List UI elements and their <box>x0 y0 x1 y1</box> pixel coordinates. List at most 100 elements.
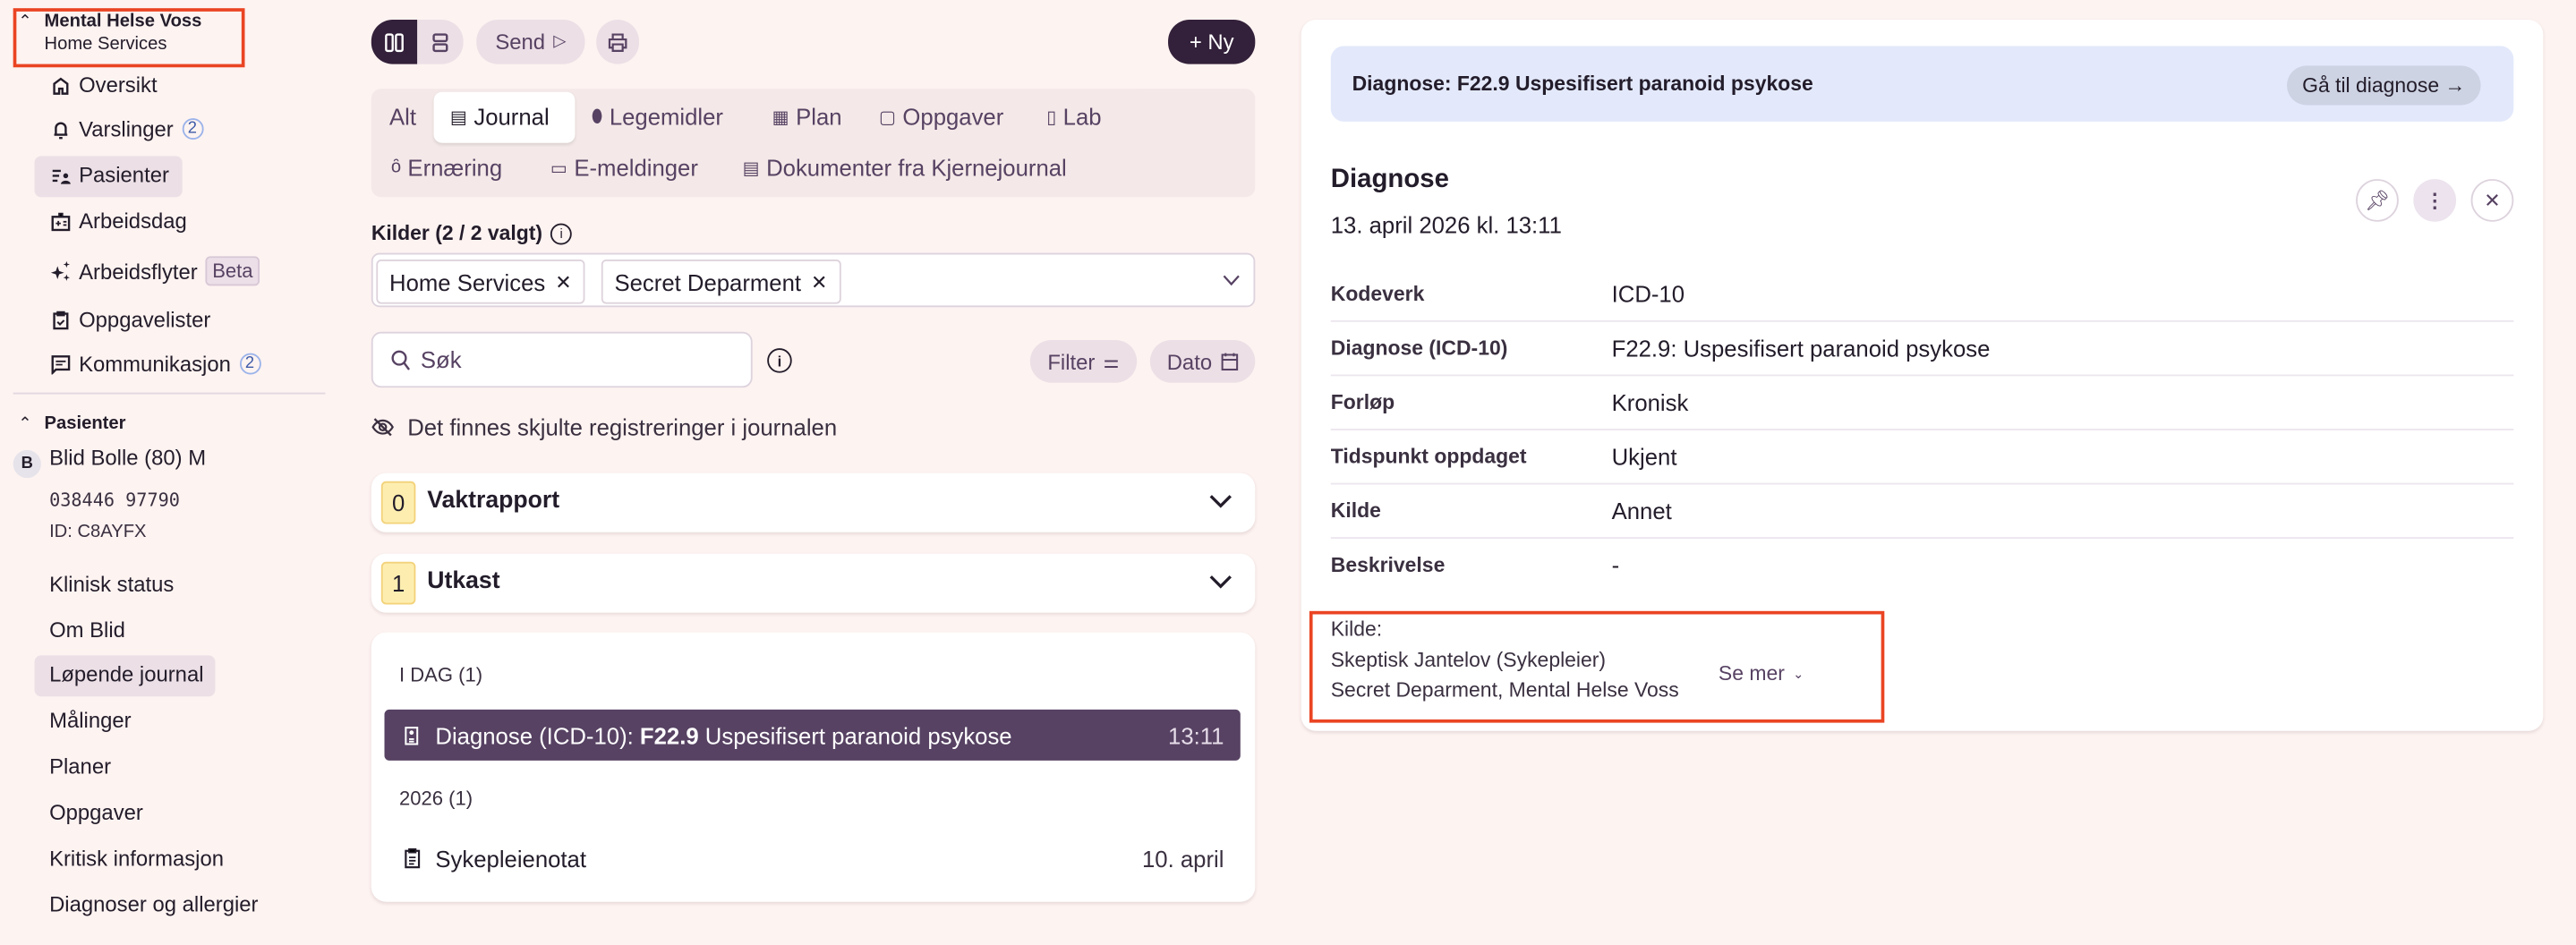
field-value: Annet <box>1611 498 1672 524</box>
journal-entry[interactable]: Sykepleienotat 10. april <box>385 834 1241 885</box>
source-org: Secret Deparment, Mental Helse Voss <box>1330 678 1679 702</box>
divider <box>1330 482 2514 485</box>
pin-button[interactable]: 📌︎ <box>2356 179 2399 222</box>
hidden-entries-notice: Det finnes skjulte registreringer i jour… <box>371 414 837 440</box>
chevron-down-icon: ⌄ <box>1793 666 1804 681</box>
count-badge: 1 <box>380 561 416 605</box>
send-icon: ▷ <box>553 32 567 51</box>
search-placeholder: Søk <box>420 346 462 373</box>
sources-multiselect[interactable]: Home Services ✕ Secret Deparment ✕ <box>371 252 1256 308</box>
date-button[interactable]: Dato <box>1149 339 1256 383</box>
patient-nav-item[interactable]: Målinger <box>49 708 132 733</box>
active-highlight <box>34 156 183 198</box>
document-icon: ▤ <box>742 158 760 179</box>
more-button[interactable]: ⋮ <box>2413 179 2457 222</box>
tab-label: Legemidler <box>609 103 723 131</box>
tab-ernæring[interactable]: ȏ Ernæring <box>391 155 502 181</box>
entry-rest: Uspesifisert paranoid psykose <box>698 722 1012 749</box>
patient-list-icon <box>52 168 71 183</box>
new-button[interactable]: + Ny <box>1168 20 1256 64</box>
search-icon <box>391 349 410 370</box>
sidebar-item-label: Varslinger <box>79 116 174 141</box>
divider <box>1330 374 2514 377</box>
see-more-label: Se mer <box>1718 661 1785 685</box>
divider <box>1330 319 2514 322</box>
chevron-down-icon[interactable] <box>1209 494 1233 509</box>
print-button[interactable] <box>596 20 640 64</box>
patients-header[interactable]: Pasienter <box>44 413 126 434</box>
patient-nav-item[interactable]: Om Blid <box>49 617 125 643</box>
tab-oppgaver[interactable]: ▢ Oppgaver <box>879 104 1003 130</box>
sidebar-item-kommunikasjon[interactable]: Kommunikasjon 2 <box>51 351 260 377</box>
field-label: Forløp <box>1330 390 1395 414</box>
tab-plan[interactable]: ▦ Plan <box>772 104 842 130</box>
patient-nav-item[interactable]: Klinisk status <box>49 571 175 597</box>
count-badge: 2 <box>239 353 260 375</box>
chip-label: Secret Deparment <box>614 268 802 295</box>
pill-icon: ⬮ <box>591 106 603 126</box>
entry-title: Sykepleienotat <box>435 846 586 873</box>
tab-dokumenter-fra-kjernejournal[interactable]: ▤ Dokumenter fra Kjernejournal <box>743 155 1067 181</box>
chevron-down-icon[interactable] <box>1223 273 1241 288</box>
see-more-button[interactable]: Se mer ⌄ <box>1719 662 1804 685</box>
go-to-diagnosis-button[interactable]: Gå til diagnose → <box>2287 65 2481 106</box>
split-view-button[interactable] <box>371 20 418 64</box>
sidebar-item-label: Arbeidsflyter <box>79 259 198 284</box>
entry-time: 13:11 <box>1168 722 1224 749</box>
divider <box>13 392 326 395</box>
sidebar-item-pasienter[interactable]: Pasienter <box>51 163 169 187</box>
sidebar-item-varslinger[interactable]: Varslinger 2 <box>51 116 203 141</box>
tab-lab[interactable]: ▯ Lab <box>1046 104 1101 130</box>
journal-entry-selected[interactable]: Diagnose (ICD-10): F22.9 Uspesifisert pa… <box>384 709 1241 761</box>
patient-nav-item[interactable]: Diagnoser og allergier <box>49 891 259 917</box>
source-author: Skeptisk Jantelov (Sykepleier) <box>1330 649 1607 672</box>
sidebar-item-arbeidsflyter[interactable]: Arbeidsflyter Beta <box>50 256 260 286</box>
clipboard-icon: ▤ <box>449 107 468 128</box>
active-tab-bg <box>433 91 576 143</box>
section-utkast[interactable]: 1 Utkast <box>371 553 1256 613</box>
org-title[interactable]: Mental Helse Voss <box>44 11 202 31</box>
patient-nav-item[interactable]: Planer <box>49 753 112 779</box>
sidebar-item-oversikt[interactable]: Oversikt <box>51 72 158 97</box>
notice-text: Det finnes skjulte registreringer i jour… <box>407 413 838 440</box>
beta-badge: Beta <box>205 256 260 286</box>
field-value: - <box>1611 551 1620 579</box>
section-vaktrapport[interactable]: 0 Vaktrapport <box>371 472 1256 532</box>
tab-e-meldinger[interactable]: ▭ E-meldinger <box>550 155 698 181</box>
patient-nav-item[interactable]: Kritisk informasjon <box>49 846 225 871</box>
date-label: Dato <box>1166 349 1213 374</box>
send-button[interactable]: Send ▷ <box>476 20 585 64</box>
avatar: B <box>13 449 41 479</box>
patient-nav-item[interactable]: Oppgaver <box>49 799 143 825</box>
tab-alt[interactable]: Alt <box>389 104 416 130</box>
sidebar-item-label: Kommunikasjon <box>79 351 231 377</box>
close-button[interactable]: ✕ <box>2470 179 2514 222</box>
patient-name[interactable]: Blid Bolle (80) M <box>49 445 207 470</box>
close-icon[interactable]: ✕ <box>811 269 828 294</box>
sidebar-item-label: Oppgavelister <box>79 307 211 332</box>
search-input[interactable]: Søk <box>371 331 753 388</box>
chevron-up-icon[interactable]: ⌃ <box>18 13 32 31</box>
patient-nav-item[interactable]: Løpende journal <box>49 661 204 687</box>
tab-journal[interactable]: ▤ Journal <box>450 104 550 130</box>
stacked-view-button[interactable] <box>417 20 464 64</box>
tab-legemidler[interactable]: ⬮ Legemidler <box>592 104 723 130</box>
message-icon <box>51 354 71 374</box>
chevron-up-icon[interactable]: ⌃ <box>18 415 32 434</box>
field-value: F22.9: Uspesifisert paranoid psykose <box>1611 335 1991 362</box>
info-icon[interactable]: i <box>767 348 792 373</box>
entry-title: Diagnose (ICD-10): F22.9 Uspesifisert pa… <box>435 723 1011 749</box>
section-title: Vaktrapport <box>427 488 560 515</box>
close-icon[interactable]: ✕ <box>555 269 572 294</box>
entry-code: F22.9 <box>639 722 699 749</box>
info-icon[interactable]: i <box>550 222 573 244</box>
source-chip[interactable]: Secret Deparment ✕ <box>601 260 841 304</box>
filter-button[interactable]: Filter ⚌ <box>1029 339 1138 383</box>
sources-label-text: Kilder (2 / 2 valgt) <box>371 221 543 245</box>
sidebar-item-oppgavelister[interactable]: Oppgavelister <box>51 307 210 332</box>
chevron-down-icon[interactable] <box>1209 575 1233 590</box>
source-chip[interactable]: Home Services ✕ <box>376 260 585 304</box>
sidebar-item-arbeidsdag[interactable]: Arbeidsdag <box>51 209 187 234</box>
sparkle-icon <box>50 260 71 281</box>
annotation-box <box>1309 610 1885 723</box>
